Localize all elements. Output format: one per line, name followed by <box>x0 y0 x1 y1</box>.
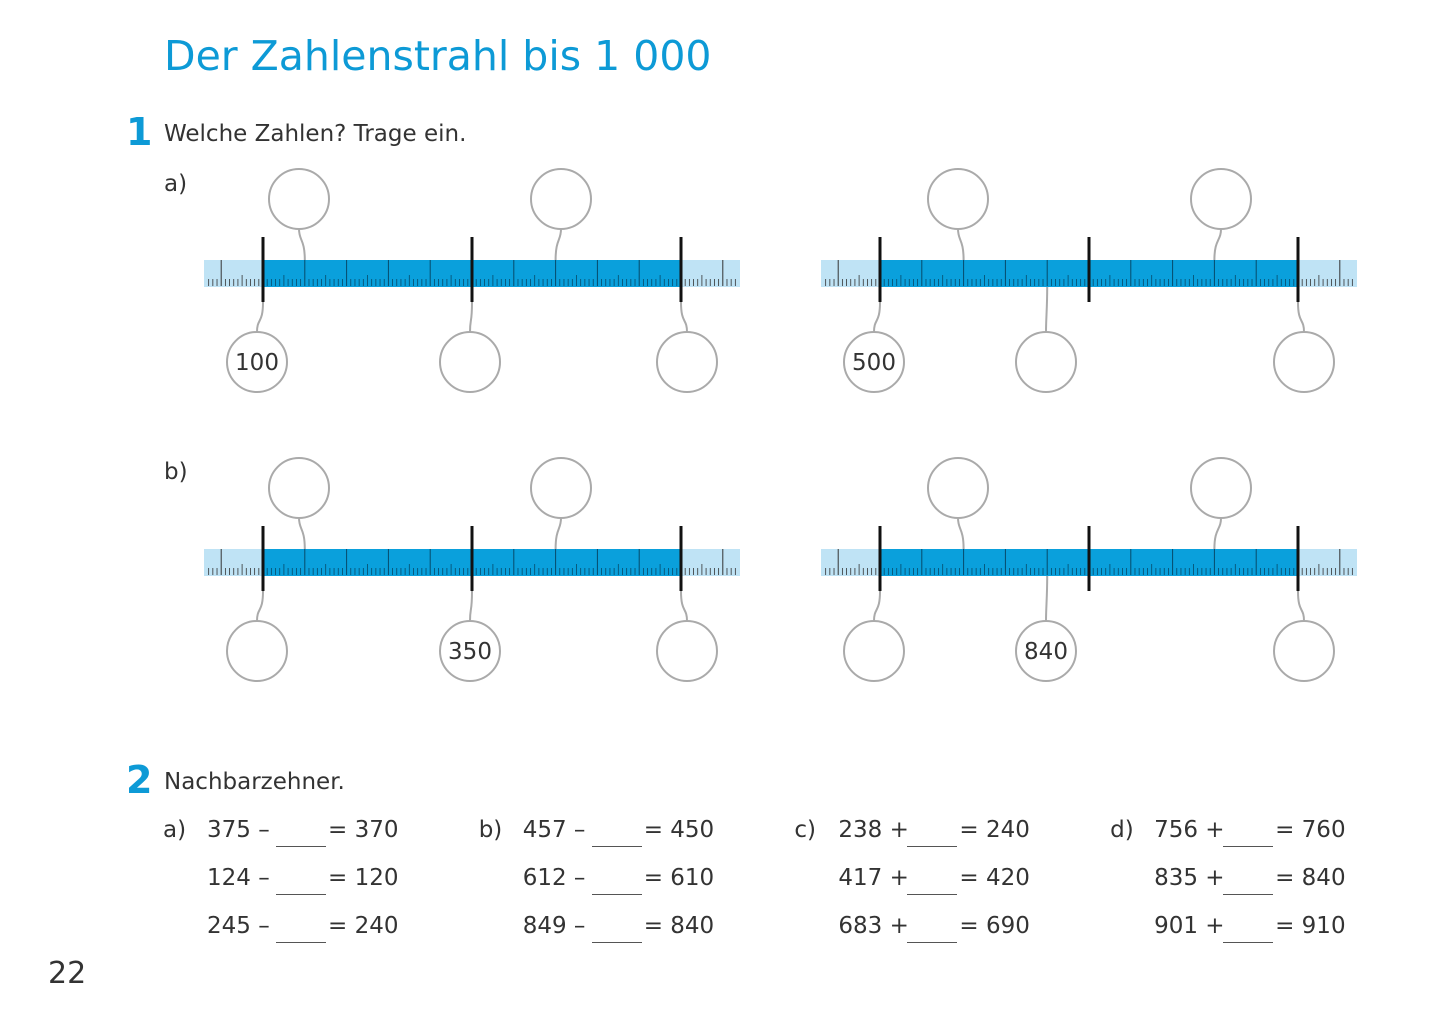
part-label: b) <box>164 459 188 485</box>
answer-circle <box>268 457 330 519</box>
result: = 420 <box>959 865 1030 891</box>
answer-circle <box>843 620 905 682</box>
task-number: 2 <box>126 758 153 802</box>
answer-blank <box>276 846 326 847</box>
answer-blank <box>276 894 326 895</box>
result: = 450 <box>643 817 715 843</box>
connector <box>873 301 881 333</box>
expression: 849 – <box>522 913 586 939</box>
answer-blank <box>1223 894 1274 895</box>
connector <box>298 228 306 261</box>
connector <box>680 301 688 333</box>
page-title: Der Zahlenstrahl bis 1 000 <box>164 32 712 80</box>
answer-blank <box>1223 942 1274 943</box>
given-number: 350 <box>448 639 492 665</box>
result: = 840 <box>1275 865 1346 891</box>
connector <box>554 517 562 550</box>
answer-circle <box>656 620 718 682</box>
answer-circle <box>226 620 288 682</box>
answer-circle <box>530 168 592 230</box>
result: = 840 <box>643 913 715 939</box>
result: = 690 <box>959 913 1030 939</box>
answer-blank <box>591 942 642 943</box>
column-label: d) <box>1110 817 1134 843</box>
result: = 240 <box>959 817 1030 843</box>
answer-circle <box>1015 620 1077 682</box>
answer-circle <box>1273 331 1335 393</box>
answer-blank <box>276 942 326 943</box>
given-number: 100 <box>235 350 279 376</box>
answer-circle <box>927 457 989 519</box>
expression: 238 + <box>838 817 909 843</box>
expression: 457 – <box>522 817 586 843</box>
answer-circle <box>1190 168 1252 230</box>
connector <box>1297 590 1305 622</box>
column-label: b) <box>478 817 503 843</box>
connector <box>256 590 264 622</box>
connector <box>1213 228 1222 261</box>
expression: 683 + <box>838 913 909 939</box>
expression: 375 – <box>207 817 270 843</box>
connector <box>1045 286 1049 333</box>
answer-circle <box>1273 620 1335 682</box>
answer-blank <box>907 846 958 847</box>
answer-blank <box>591 846 642 847</box>
answer-circle <box>1190 457 1252 519</box>
task-number: 1 <box>126 110 153 154</box>
connector <box>1213 517 1222 550</box>
answer-circle <box>927 168 989 230</box>
answer-circle <box>530 457 592 519</box>
result: = 760 <box>1275 817 1346 843</box>
given-number: 500 <box>852 350 896 376</box>
expression: 612 – <box>522 865 586 891</box>
answer-blank <box>907 942 958 943</box>
connector <box>554 228 562 261</box>
result: = 120 <box>328 865 399 891</box>
answer-circle <box>656 331 718 393</box>
connector <box>957 228 965 261</box>
answer-circle <box>268 168 330 230</box>
connector <box>469 590 473 622</box>
result: = 610 <box>643 865 715 891</box>
page-number: 22 <box>48 956 87 991</box>
expression: 756 + <box>1154 817 1225 843</box>
answer-blank <box>907 894 958 895</box>
connector <box>256 301 264 333</box>
task-instruction: Welche Zahlen? Trage ein. <box>164 121 467 147</box>
column-label: c) <box>794 817 817 843</box>
answer-circle <box>226 331 288 393</box>
result: = 240 <box>328 913 399 939</box>
answer-blank <box>1223 846 1274 847</box>
answer-circle <box>439 331 501 393</box>
number-lines: 100 500 350 840 <box>204 168 1357 682</box>
answer-blank <box>591 894 642 895</box>
connector <box>1045 575 1049 622</box>
part-label: a) <box>164 171 188 197</box>
expression: 835 + <box>1154 865 1225 891</box>
task-instruction: Nachbarzehner. <box>164 769 345 795</box>
connector <box>957 517 965 550</box>
connector <box>680 590 688 622</box>
connector <box>298 517 306 550</box>
connector <box>1297 301 1305 333</box>
expression: 245 – <box>207 913 270 939</box>
answer-circle <box>439 620 501 682</box>
result: = 910 <box>1275 913 1346 939</box>
given-number: 840 <box>1024 639 1068 665</box>
connector <box>873 590 881 622</box>
expression: 901 + <box>1154 913 1225 939</box>
expression: 124 – <box>207 865 270 891</box>
expression: 417 + <box>838 865 909 891</box>
answer-circle <box>843 331 905 393</box>
connector <box>469 301 473 333</box>
result: = 370 <box>328 817 399 843</box>
answer-circle <box>1015 331 1077 393</box>
column-label: a) <box>163 817 187 843</box>
